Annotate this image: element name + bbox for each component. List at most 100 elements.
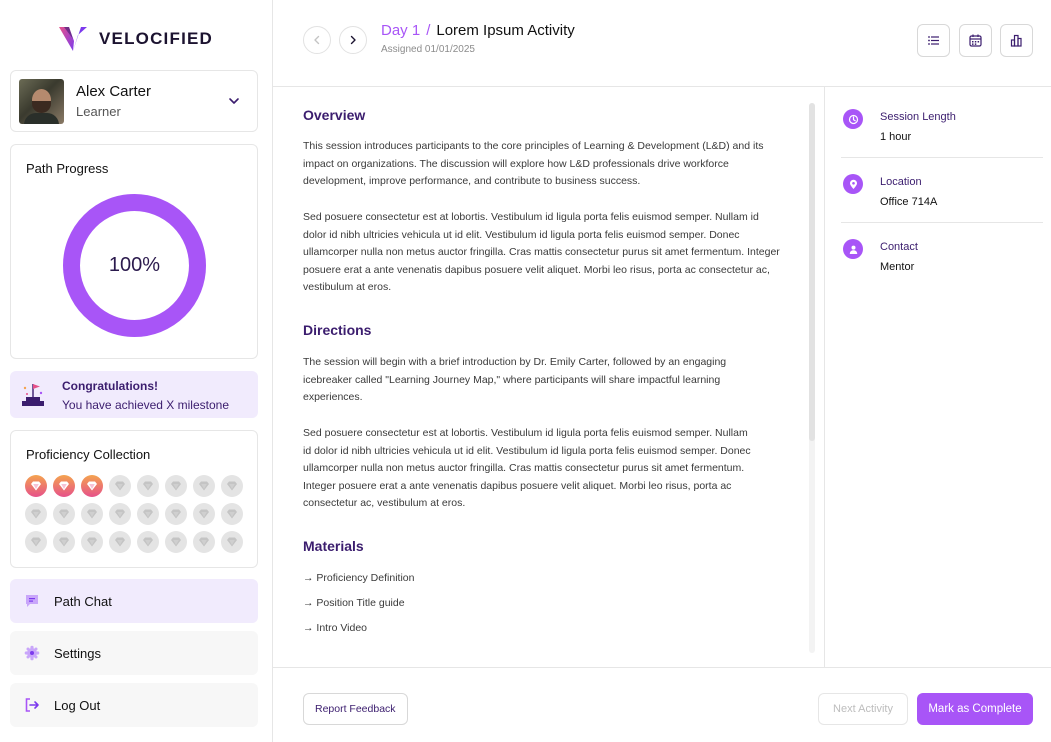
badge-locked xyxy=(109,503,131,525)
brand-name: VELOCIFIED xyxy=(99,29,214,48)
diamond-icon xyxy=(171,537,181,547)
calendar-button[interactable] xyxy=(959,24,992,57)
location-pin-icon xyxy=(843,174,863,194)
breadcrumb-separator: / xyxy=(426,22,431,39)
badge-locked xyxy=(221,475,243,497)
previous-button[interactable] xyxy=(303,26,331,54)
bar-chart-icon xyxy=(1010,34,1022,47)
clock-icon xyxy=(843,109,863,129)
diamond-icon xyxy=(227,509,237,519)
badge-earned xyxy=(25,475,47,497)
list-view-button[interactable] xyxy=(917,24,950,57)
badge-locked xyxy=(137,503,159,525)
badge-locked xyxy=(221,531,243,553)
breadcrumb-day[interactable]: Day 1 xyxy=(381,22,421,39)
badge-locked xyxy=(165,475,187,497)
path-progress-title: Path Progress xyxy=(26,161,109,176)
proficiency-card: Proficiency Collection xyxy=(10,430,258,568)
avatar xyxy=(19,78,64,124)
materials-heading: Materials xyxy=(303,538,364,554)
location-label: Location xyxy=(880,176,922,188)
badge-locked xyxy=(221,503,243,525)
report-feedback-button[interactable]: Report Feedback xyxy=(303,693,408,725)
chat-icon xyxy=(26,595,38,607)
milestone-title: Congratulations! xyxy=(62,379,158,393)
next-button[interactable] xyxy=(339,26,367,54)
material-link[interactable]: → Intro Video xyxy=(303,622,368,634)
mark-complete-button[interactable]: Mark as Complete xyxy=(917,693,1033,725)
nav-log-out[interactable]: Log Out xyxy=(10,683,258,727)
person-icon xyxy=(843,239,863,259)
diamond-icon xyxy=(143,509,153,519)
chevron-down-icon[interactable] xyxy=(227,94,241,108)
activity-content[interactable]: Overview This session introduces partici… xyxy=(273,87,825,667)
diamond-icon xyxy=(227,481,237,491)
assigned-date: Assigned 01/01/2025 xyxy=(381,44,475,55)
badge-locked xyxy=(137,475,159,497)
user-role: Learner xyxy=(76,104,121,119)
chevron-right-icon xyxy=(350,35,356,45)
action-footer: Report Feedback Next Activity Mark as Co… xyxy=(273,667,1051,742)
list-icon xyxy=(928,36,939,45)
diamond-icon xyxy=(115,481,125,491)
diamond-icon xyxy=(143,481,153,491)
diamond-icon xyxy=(87,537,97,547)
diamond-icon xyxy=(171,481,181,491)
diamond-icon xyxy=(31,509,41,519)
badge-locked xyxy=(109,475,131,497)
sidebar: VELOCIFIED Alex Carter Learner Path Prog… xyxy=(0,0,273,742)
badge-locked xyxy=(165,503,187,525)
diamond-icon xyxy=(227,537,237,547)
milestone-banner: Congratulations! You have achieved X mil… xyxy=(10,371,258,418)
badge-locked xyxy=(193,503,215,525)
contact-label: Contact xyxy=(880,241,918,253)
nav-path-chat[interactable]: Path Chat xyxy=(10,579,258,623)
chevron-left-icon xyxy=(314,35,320,45)
velocified-logo-icon xyxy=(59,27,87,51)
badge-locked xyxy=(81,503,103,525)
badge-locked xyxy=(137,531,159,553)
diamond-icon xyxy=(199,537,209,547)
diamond-icon xyxy=(59,481,69,491)
badge-earned xyxy=(81,475,103,497)
badge-locked xyxy=(25,503,47,525)
material-link[interactable]: → Position Title guide xyxy=(303,597,405,609)
contact-row: Contact Mentor xyxy=(841,239,1043,284)
progress-value: 100% xyxy=(108,254,161,276)
session-length-label: Session Length xyxy=(880,111,956,123)
path-progress-card: Path Progress 100% xyxy=(10,144,258,359)
overview-paragraph-2: Sed posuere consectetur est at lobortis.… xyxy=(303,211,780,293)
nav-log-out-label: Log Out xyxy=(54,697,101,713)
nav-path-chat-label: Path Chat xyxy=(54,593,112,609)
nav-settings-label: Settings xyxy=(54,645,101,661)
user-card[interactable]: Alex Carter Learner xyxy=(10,70,258,132)
overview-heading: Overview xyxy=(303,107,366,123)
diamond-icon xyxy=(171,509,181,519)
proficiency-title: Proficiency Collection xyxy=(26,447,151,462)
contact-value: Mentor xyxy=(880,261,915,273)
directions-paragraph-1: The session will begin with a brief intr… xyxy=(303,356,727,403)
badge-locked xyxy=(193,531,215,553)
milestone-message: You have achieved X milestone xyxy=(62,398,230,412)
user-name: Alex Carter xyxy=(76,83,152,100)
material-link[interactable]: → Proficiency Definition xyxy=(303,572,415,584)
directions-heading: Directions xyxy=(303,322,372,338)
badge-locked xyxy=(53,503,75,525)
badge-locked xyxy=(53,531,75,553)
next-activity-button[interactable]: Next Activity xyxy=(818,693,908,725)
directions-paragraph-2: Sed posuere consectetur est at lobortis.… xyxy=(303,427,751,509)
calendar-icon xyxy=(969,34,982,47)
nav-settings[interactable]: Settings xyxy=(10,631,258,675)
progress-ring-fill xyxy=(63,194,206,337)
badge-locked xyxy=(109,531,131,553)
diamond-icon xyxy=(199,509,209,519)
diamond-icon xyxy=(115,537,125,547)
session-info-panel: Session Length 1 hour Location Office 71… xyxy=(825,87,1051,667)
scrollbar-thumb[interactable] xyxy=(809,103,815,441)
logo[interactable]: VELOCIFIED xyxy=(59,27,213,51)
session-length-value: 1 hour xyxy=(880,131,912,143)
milestone-flag-icon xyxy=(22,384,44,406)
badge-locked xyxy=(81,531,103,553)
stats-button[interactable] xyxy=(1000,24,1033,57)
gear-icon xyxy=(24,645,40,661)
